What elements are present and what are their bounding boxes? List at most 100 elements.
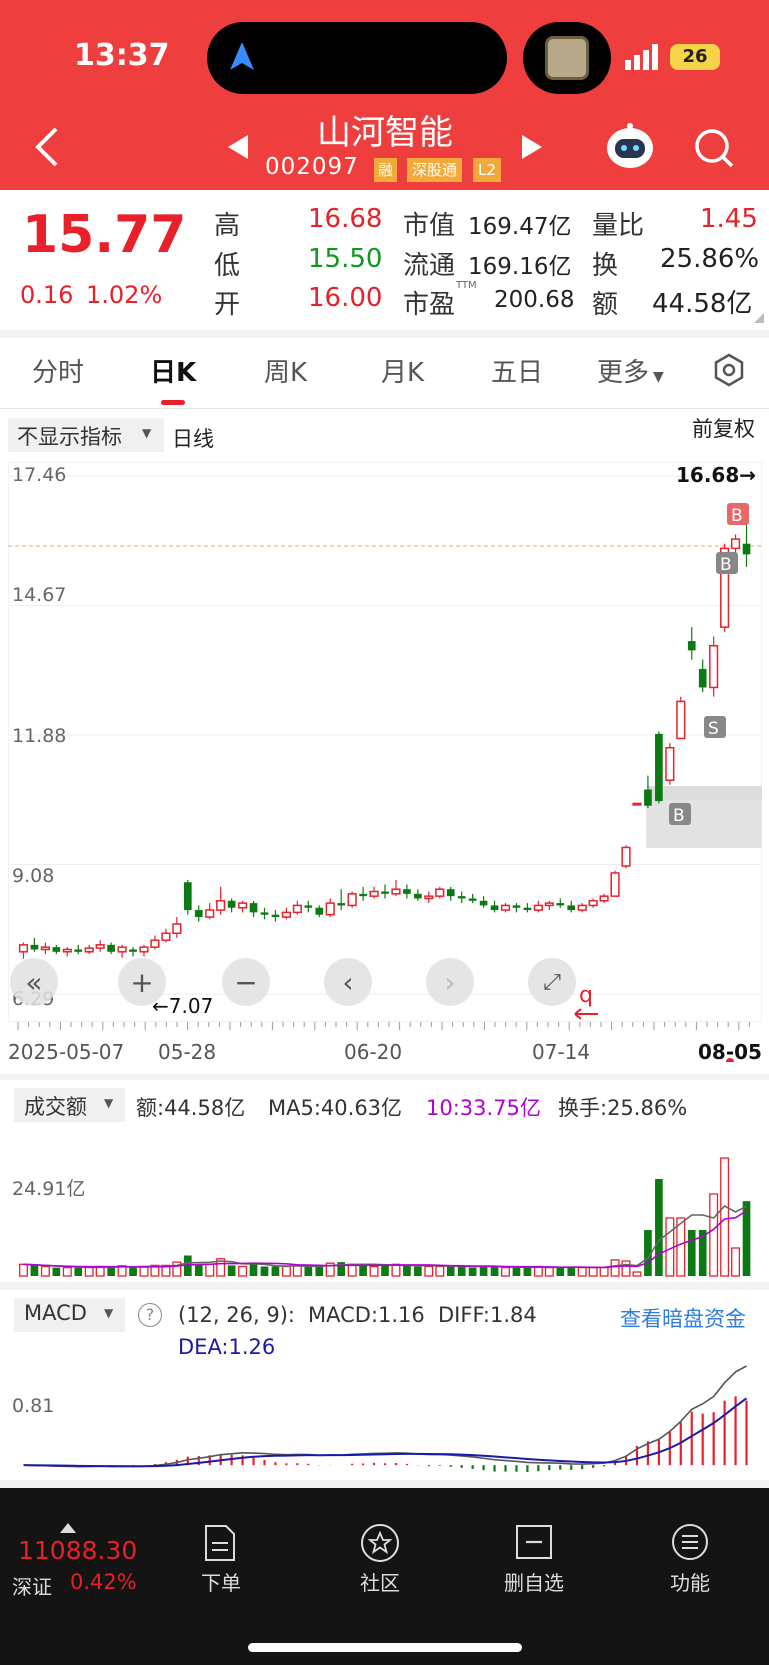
zoom-in-button[interactable]: + (118, 958, 166, 1006)
candle-body (172, 923, 182, 934)
label-low: 低 (214, 251, 241, 281)
tab-more[interactable]: 更多 ▼ (597, 352, 664, 389)
adjust-button[interactable]: 前复权 (692, 417, 755, 441)
sell-signal[interactable]: S (704, 716, 726, 739)
candle-body (577, 904, 587, 911)
chevron-left-icon: ‹ (342, 965, 354, 999)
svg-text:B: B (673, 806, 685, 826)
candle (709, 636, 719, 697)
candle-body (216, 900, 226, 911)
tab-active-indicator (161, 400, 185, 405)
candle (698, 659, 707, 693)
macd-select[interactable]: MACD ▼ (14, 1298, 125, 1332)
candle-body (30, 944, 39, 950)
indicator-select[interactable]: 不显示指标 ▼ (8, 418, 164, 452)
nav-function[interactable]: 功能 (670, 1571, 710, 1595)
help-icon[interactable]: ? (138, 1303, 162, 1327)
search-icon[interactable] (692, 126, 736, 170)
volume-bar (381, 1265, 389, 1276)
zoom-out-button[interactable]: − (222, 958, 270, 1006)
buy-signal-1[interactable]: B (727, 503, 749, 526)
candle-body (117, 946, 127, 953)
order-icon[interactable] (202, 1523, 238, 1563)
volume-bar (150, 1264, 160, 1277)
volume-select[interactable]: 成交额 ▼ (14, 1088, 125, 1122)
index-value[interactable]: 11088.30 (18, 1536, 138, 1565)
volume-bar (304, 1266, 313, 1276)
tab-five-day[interactable]: 五日 (491, 358, 544, 388)
candle (556, 898, 565, 908)
fast-back-button[interactable]: « (10, 958, 58, 1006)
buy-signal-2[interactable]: B (716, 552, 738, 575)
volume-bar (129, 1267, 137, 1276)
x-tick-5: 08-05 (698, 1040, 762, 1064)
candle (129, 947, 137, 957)
candle (599, 893, 609, 904)
kline-chart[interactable]: 17.46 14.67 11.88 9.08 6.29 16.68→ ←7.07… (8, 462, 762, 1022)
back-arrow-icon[interactable] (32, 125, 60, 169)
candle (117, 944, 127, 958)
candle (544, 900, 554, 911)
candle-body (644, 789, 652, 806)
candle-body (161, 932, 171, 941)
scroll-left-button[interactable]: ‹ (324, 958, 372, 1006)
diff-value: DIFF:1.84 (438, 1303, 537, 1327)
candle (271, 910, 280, 922)
tab-monthly-k[interactable]: 月K (381, 358, 425, 388)
candle (304, 900, 313, 913)
candle (315, 905, 324, 918)
fullscreen-icon: ⤢ (543, 969, 561, 995)
settings-hexagon-icon[interactable] (711, 352, 747, 388)
candle (632, 802, 642, 806)
volume-bar (18, 1263, 28, 1277)
tab-intraday[interactable]: 分时 (32, 358, 85, 388)
candle (391, 879, 401, 897)
volume-bar (281, 1265, 291, 1277)
tab-weekly-k[interactable]: 周K (264, 358, 308, 388)
candle (588, 898, 598, 908)
remove-watchlist-icon[interactable] (515, 1524, 553, 1560)
value-turnover: 25.86% (660, 244, 760, 274)
menu-icon[interactable] (670, 1522, 710, 1562)
volume-y-tick: 24.91亿 (12, 1178, 85, 1200)
macd-y-tick: 0.81 (12, 1395, 54, 1417)
prev-stock-icon[interactable] (226, 133, 250, 161)
music-thumbnail[interactable] (523, 22, 611, 94)
volume-bar (74, 1267, 83, 1276)
volume-bar (414, 1266, 422, 1276)
candle (533, 900, 543, 913)
scroll-right-button[interactable]: › (426, 958, 474, 1006)
price-change: 0.16 (20, 281, 74, 309)
volume-bar (731, 1247, 741, 1277)
dark-pool-link[interactable]: 查看暗盘资金 (620, 1307, 746, 1331)
candle-body (490, 905, 499, 911)
tab-daily-k[interactable]: 日K (150, 358, 197, 388)
candle (457, 891, 466, 904)
next-stock-icon[interactable] (520, 133, 544, 161)
nav-remove-watchlist[interactable]: 删自选 (504, 1571, 564, 1595)
nav-order[interactable]: 下单 (201, 1571, 241, 1595)
candle-body (18, 944, 29, 953)
candle-body (621, 846, 631, 867)
candle-body (533, 904, 543, 911)
volume-chart[interactable]: 24.91亿 (8, 1122, 762, 1280)
volume-bar (709, 1193, 719, 1277)
candle (18, 942, 29, 959)
candle (194, 905, 203, 922)
candle (676, 696, 686, 740)
fullscreen-button[interactable]: ⤢ (528, 958, 576, 1006)
resistance-zone (648, 786, 762, 800)
candle (161, 928, 171, 943)
volume-bar (315, 1266, 324, 1276)
buy-signal-3[interactable]: B (669, 803, 691, 826)
robot-assistant-icon[interactable] (604, 120, 656, 172)
candle-body (194, 910, 203, 918)
candle (381, 884, 389, 899)
volume-bar (172, 1261, 182, 1277)
value-pe: 200.68 (494, 287, 575, 313)
community-icon[interactable] (359, 1522, 401, 1564)
candle-body (403, 889, 411, 894)
expand-corner-icon[interactable] (754, 313, 764, 323)
nav-community[interactable]: 社区 (360, 1571, 400, 1595)
macd-chart[interactable]: 0.81 (8, 1360, 762, 1478)
